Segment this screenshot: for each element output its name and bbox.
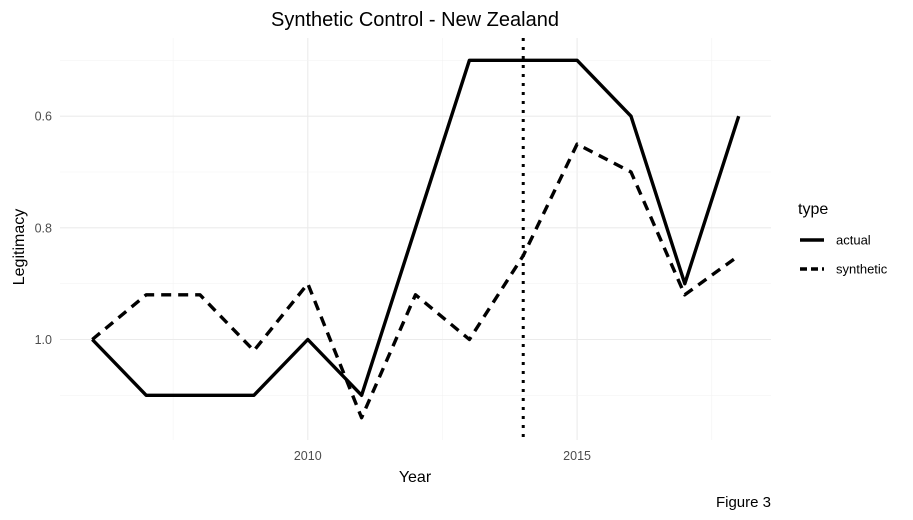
figure-caption: Figure 3 [716,494,771,511]
series-layer [91,58,741,420]
legend-entries: actual synthetic [800,233,888,277]
legend: type actual synthetic [798,201,888,277]
x-axis-title: Year [399,469,432,486]
series-line-synthetic [91,142,740,420]
x-tick-labels: 2010 2015 [294,449,591,463]
x-tick-label: 2010 [294,449,322,463]
legend-label-synthetic: synthetic [836,262,888,277]
legend-label-actual: actual [836,233,871,248]
x-tick-label: 2015 [563,449,591,463]
grid [60,38,771,440]
legend-title: type [798,201,828,218]
y-tick-label: 0.8 [35,221,52,235]
y-tick-labels: 0.6 0.8 1.0 [35,110,52,347]
chart-title: Synthetic Control - New Zealand [271,9,559,31]
series-line-actual [91,58,741,397]
y-tick-label: 1.0 [35,333,52,347]
y-tick-label: 0.6 [35,110,52,124]
y-axis-title: Legitimacy [11,209,28,285]
